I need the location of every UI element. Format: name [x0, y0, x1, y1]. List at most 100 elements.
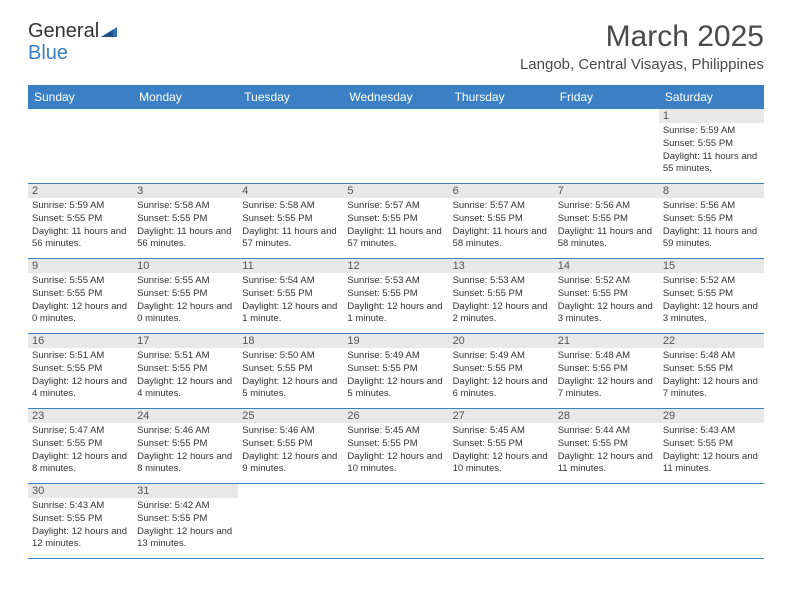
day-number: 13: [449, 259, 554, 273]
sunrise-text: Sunrise: 5:46 AM: [137, 425, 234, 438]
logo-text-1: General: [28, 20, 99, 43]
calendar-cell: 14Sunrise: 5:52 AMSunset: 5:55 PMDayligh…: [554, 259, 659, 333]
calendar-cell: 29Sunrise: 5:43 AMSunset: 5:55 PMDayligh…: [659, 409, 764, 483]
calendar-cell: 1Sunrise: 5:59 AMSunset: 5:55 PMDaylight…: [659, 109, 764, 183]
calendar-cell: 22Sunrise: 5:48 AMSunset: 5:55 PMDayligh…: [659, 334, 764, 408]
calendar-cell: 4Sunrise: 5:58 AMSunset: 5:55 PMDaylight…: [238, 184, 343, 258]
sunset-text: Sunset: 5:55 PM: [242, 363, 339, 376]
calendar-cell: 31Sunrise: 5:42 AMSunset: 5:55 PMDayligh…: [133, 484, 238, 558]
day-number: 18: [238, 334, 343, 348]
week-row: 30Sunrise: 5:43 AMSunset: 5:55 PMDayligh…: [28, 484, 764, 559]
day-number: 16: [28, 334, 133, 348]
day-number: 19: [343, 334, 448, 348]
day-info: Sunrise: 5:55 AMSunset: 5:55 PMDaylight:…: [137, 275, 234, 326]
day-info: Sunrise: 5:52 AMSunset: 5:55 PMDaylight:…: [663, 275, 760, 326]
sunset-text: Sunset: 5:55 PM: [453, 363, 550, 376]
daylight-text: Daylight: 12 hours and 4 minutes.: [32, 376, 129, 402]
day-info: Sunrise: 5:58 AMSunset: 5:55 PMDaylight:…: [137, 200, 234, 251]
day-number: 10: [133, 259, 238, 273]
daylight-text: Daylight: 12 hours and 2 minutes.: [453, 301, 550, 327]
daylight-text: Daylight: 11 hours and 56 minutes.: [32, 226, 129, 252]
day-number: 23: [28, 409, 133, 423]
sunset-text: Sunset: 5:55 PM: [453, 213, 550, 226]
calendar-cell: 8Sunrise: 5:56 AMSunset: 5:55 PMDaylight…: [659, 184, 764, 258]
daylight-text: Daylight: 11 hours and 56 minutes.: [137, 226, 234, 252]
sunset-text: Sunset: 5:55 PM: [558, 288, 655, 301]
logo: General: [28, 20, 123, 43]
daylight-text: Daylight: 11 hours and 55 minutes.: [663, 151, 760, 177]
daylight-text: Daylight: 12 hours and 11 minutes.: [663, 451, 760, 477]
calendar-cell: 20Sunrise: 5:49 AMSunset: 5:55 PMDayligh…: [449, 334, 554, 408]
calendar-cell: [28, 109, 133, 183]
calendar-cell: 11Sunrise: 5:54 AMSunset: 5:55 PMDayligh…: [238, 259, 343, 333]
day-number: 9: [28, 259, 133, 273]
sunset-text: Sunset: 5:55 PM: [663, 363, 760, 376]
calendar-cell: 6Sunrise: 5:57 AMSunset: 5:55 PMDaylight…: [449, 184, 554, 258]
sunset-text: Sunset: 5:55 PM: [558, 213, 655, 226]
day-info: Sunrise: 5:48 AMSunset: 5:55 PMDaylight:…: [558, 350, 655, 401]
logo-flag-icon: [101, 25, 121, 39]
sunrise-text: Sunrise: 5:50 AM: [242, 350, 339, 363]
sunset-text: Sunset: 5:55 PM: [137, 363, 234, 376]
calendar-cell: [554, 484, 659, 558]
month-title: March 2025: [520, 20, 764, 54]
sunrise-text: Sunrise: 5:59 AM: [32, 200, 129, 213]
calendar-cell: 9 Sunrise: 5:55 AMSunset: 5:55 PMDaylight…: [28, 259, 133, 333]
day-info: Sunrise: 5:42 AMSunset: 5:55 PMDaylight:…: [137, 500, 234, 551]
sunrise-text: Sunrise: 5:43 AM: [32, 500, 129, 513]
day-info: Sunrise: 5:53 AMSunset: 5:55 PMDaylight:…: [453, 275, 550, 326]
sunset-text: Sunset: 5:55 PM: [242, 438, 339, 451]
daylight-text: Daylight: 12 hours and 3 minutes.: [663, 301, 760, 327]
sunrise-text: Sunrise: 5:47 AM: [32, 425, 129, 438]
sunrise-text: Sunrise: 5:45 AM: [453, 425, 550, 438]
sunset-text: Sunset: 5:55 PM: [32, 213, 129, 226]
sunset-text: Sunset: 5:55 PM: [347, 213, 444, 226]
calendar-cell: [449, 109, 554, 183]
calendar-cell: [343, 484, 448, 558]
daylight-text: Daylight: 12 hours and 5 minutes.: [347, 376, 444, 402]
sunset-text: Sunset: 5:55 PM: [32, 363, 129, 376]
daylight-text: Daylight: 12 hours and 13 minutes.: [137, 526, 234, 552]
day-header-thu: Thursday: [449, 85, 554, 109]
calendar-cell: 28Sunrise: 5:44 AMSunset: 5:55 PMDayligh…: [554, 409, 659, 483]
day-number: 27: [449, 409, 554, 423]
daylight-text: Daylight: 11 hours and 58 minutes.: [558, 226, 655, 252]
calendar-cell: 18Sunrise: 5:50 AMSunset: 5:55 PMDayligh…: [238, 334, 343, 408]
sunrise-text: Sunrise: 5:53 AM: [347, 275, 444, 288]
calendar-cell: 17Sunrise: 5:51 AMSunset: 5:55 PMDayligh…: [133, 334, 238, 408]
day-info: Sunrise: 5:53 AMSunset: 5:55 PMDaylight:…: [347, 275, 444, 326]
sunrise-text: Sunrise: 5:57 AM: [347, 200, 444, 213]
sunrise-text: Sunrise: 5:42 AM: [137, 500, 234, 513]
sunset-text: Sunset: 5:55 PM: [347, 288, 444, 301]
calendar-cell: [449, 484, 554, 558]
day-number: 28: [554, 409, 659, 423]
sunset-text: Sunset: 5:55 PM: [137, 288, 234, 301]
day-info: Sunrise: 5:49 AMSunset: 5:55 PMDaylight:…: [453, 350, 550, 401]
calendar-cell: 5Sunrise: 5:57 AMSunset: 5:55 PMDaylight…: [343, 184, 448, 258]
daylight-text: Daylight: 12 hours and 7 minutes.: [663, 376, 760, 402]
daylight-text: Daylight: 11 hours and 58 minutes.: [453, 226, 550, 252]
calendar-cell: [238, 484, 343, 558]
day-info: Sunrise: 5:59 AMSunset: 5:55 PMDaylight:…: [663, 125, 760, 176]
day-number: 24: [133, 409, 238, 423]
day-info: Sunrise: 5:54 AMSunset: 5:55 PMDaylight:…: [242, 275, 339, 326]
day-info: Sunrise: 5:52 AMSunset: 5:55 PMDaylight:…: [558, 275, 655, 326]
calendar-cell: [238, 109, 343, 183]
day-info: Sunrise: 5:48 AMSunset: 5:55 PMDaylight:…: [663, 350, 760, 401]
sunset-text: Sunset: 5:55 PM: [32, 513, 129, 526]
day-number: 6: [449, 184, 554, 198]
daylight-text: Daylight: 12 hours and 0 minutes.: [137, 301, 234, 327]
sunset-text: Sunset: 5:55 PM: [137, 438, 234, 451]
day-header-tue: Tuesday: [238, 85, 343, 109]
sunrise-text: Sunrise: 5:46 AM: [242, 425, 339, 438]
daylight-text: Daylight: 11 hours and 59 minutes.: [663, 226, 760, 252]
day-number: 8: [659, 184, 764, 198]
sunset-text: Sunset: 5:55 PM: [347, 363, 444, 376]
daylight-text: Daylight: 12 hours and 1 minute.: [242, 301, 339, 327]
calendar-cell: 27Sunrise: 5:45 AMSunset: 5:55 PMDayligh…: [449, 409, 554, 483]
day-info: Sunrise: 5:55 AMSunset: 5:55 PMDaylight:…: [32, 275, 129, 326]
sunrise-text: Sunrise: 5:56 AM: [663, 200, 760, 213]
calendar-cell: 23Sunrise: 5:47 AMSunset: 5:55 PMDayligh…: [28, 409, 133, 483]
day-header-wed: Wednesday: [343, 85, 448, 109]
sunset-text: Sunset: 5:55 PM: [32, 288, 129, 301]
